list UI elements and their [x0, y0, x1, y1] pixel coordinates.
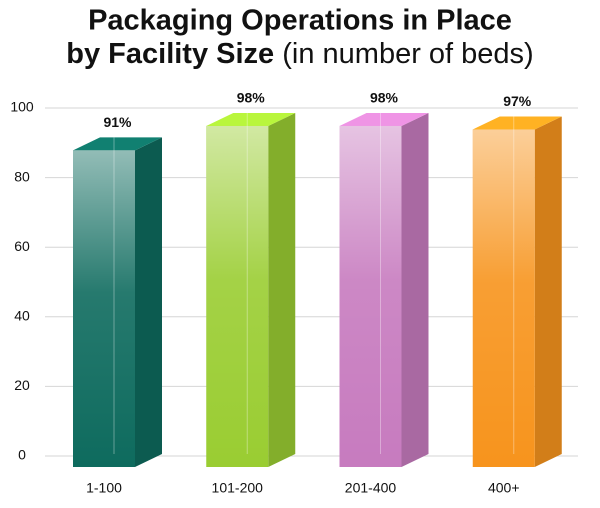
bar-top	[206, 112, 296, 126]
x-tick-label: 101-200	[212, 480, 264, 496]
y-tick-label: 0	[18, 447, 26, 463]
bar-highlight	[206, 125, 269, 468]
bar-top	[73, 137, 162, 151]
bar-side	[401, 112, 429, 468]
value-label: 97%	[503, 93, 532, 109]
x-tick-label: 400+	[488, 480, 520, 496]
bar-side	[534, 116, 562, 467]
y-tick-label: 20	[14, 377, 30, 393]
bar-side	[268, 112, 296, 468]
value-label: 98%	[370, 90, 399, 106]
y-tick-label: 40	[14, 308, 30, 324]
bar-highlight	[73, 150, 135, 467]
bar-top	[472, 116, 562, 130]
y-tick-label: 60	[14, 238, 30, 254]
y-tick-label: 80	[14, 168, 30, 184]
bar-side	[135, 137, 162, 467]
chart-title: Packaging Operations in Place	[88, 5, 512, 37]
chart-title-line: by Facility Size	[66, 38, 274, 70]
bar-highlight	[339, 125, 402, 468]
y-tick-label: 100	[10, 99, 34, 115]
x-tick-label: 201-400	[345, 480, 397, 496]
chart-subtitle: (in number of beds)	[282, 38, 533, 70]
bar-highlight	[472, 129, 535, 467]
value-label: 98%	[237, 90, 266, 106]
value-label: 91%	[103, 114, 132, 130]
bar-top	[339, 112, 429, 126]
x-tick-label: 1-100	[86, 480, 122, 496]
chart-title: by Facility Size (in number of beds)	[66, 38, 533, 70]
